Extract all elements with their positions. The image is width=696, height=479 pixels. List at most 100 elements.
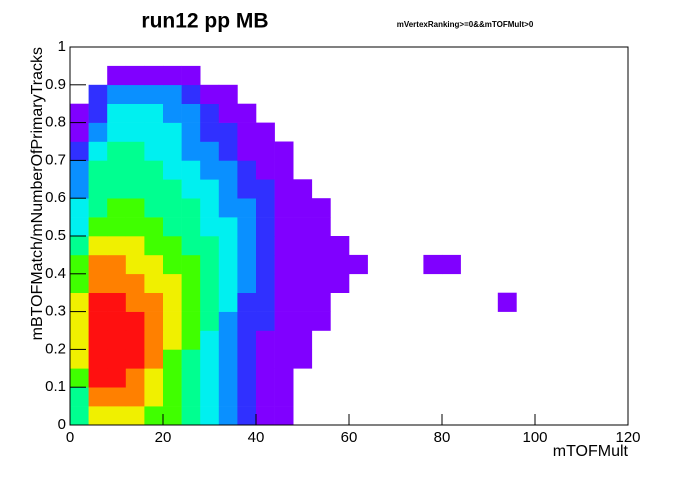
- heatmap-cell: [274, 179, 294, 199]
- heatmap-cell: [70, 330, 89, 350]
- y-tick-label: 0.2: [45, 340, 66, 357]
- heatmap-cell: [237, 349, 257, 369]
- heatmap-cell: [88, 236, 108, 256]
- heatmap-cell: [107, 198, 127, 218]
- heatmap-cell: [293, 349, 313, 369]
- heatmap-cell: [144, 349, 164, 369]
- heatmap-cell: [237, 368, 257, 388]
- heatmap-cell: [88, 349, 108, 369]
- y-tick-label: 0.1: [45, 378, 66, 395]
- heatmap-cell: [163, 311, 182, 331]
- heatmap-cell: [330, 273, 350, 293]
- heatmap-cell: [274, 141, 294, 161]
- heatmap-cell: [163, 198, 182, 218]
- heatmap-cell: [311, 254, 331, 275]
- heatmap-cell: [88, 103, 108, 123]
- heatmap-cell: [125, 311, 145, 331]
- heatmap-cell: [107, 141, 127, 161]
- heatmap-cell: [200, 103, 220, 123]
- heatmap-cell: [70, 141, 89, 161]
- heatmap-cell: [88, 406, 108, 426]
- heatmap-cell: [88, 273, 108, 293]
- heatmap-cell: [218, 103, 238, 123]
- heatmap-cell: [163, 273, 182, 293]
- heatmap-cell: [125, 122, 145, 142]
- heatmap-cell: [293, 179, 313, 199]
- heatmap-cell: [256, 179, 275, 199]
- heatmap-cell: [144, 122, 164, 142]
- heatmap-cell: [88, 141, 108, 161]
- heatmap-cell: [107, 217, 127, 237]
- y-tick-label: 1: [58, 38, 66, 55]
- heatmap-cell: [144, 198, 164, 218]
- heatmap-cell: [311, 198, 331, 218]
- heatmap-cell: [181, 198, 201, 218]
- heatmap-cell: [88, 179, 108, 199]
- heatmap-cell: [274, 349, 294, 369]
- heatmap-cell: [88, 84, 108, 104]
- heatmap-cell: [144, 254, 164, 275]
- heatmap-cell: [200, 330, 220, 350]
- heatmap-cell: [218, 179, 238, 199]
- heatmap-cell: [181, 84, 201, 104]
- heatmap-cell: [107, 330, 127, 350]
- heatmap-cell: [163, 160, 182, 180]
- heatmap-cell: [181, 330, 201, 350]
- heatmap-cell: [274, 311, 294, 331]
- chart-subtitle: mVertexRanking>=0&&mTOFMult>0: [397, 20, 534, 29]
- heatmap-cell: [144, 217, 164, 237]
- heatmap-cell: [256, 141, 275, 161]
- heatmap-cell: [256, 406, 275, 426]
- heatmap-cell: [330, 254, 350, 275]
- heatmap-cell: [107, 236, 127, 256]
- x-tick-label: 60: [341, 429, 358, 446]
- heatmap-cell: [125, 273, 145, 293]
- heatmap-cell: [125, 387, 145, 407]
- heatmap-cell: [256, 387, 275, 407]
- heatmap-cell: [200, 217, 220, 237]
- heatmap-cell: [181, 65, 201, 86]
- heatmap-cell: [423, 254, 443, 275]
- heatmap-cell: [218, 160, 238, 180]
- heatmap-cell: [256, 311, 275, 331]
- heatmap-cell: [144, 406, 164, 426]
- heatmap-cell: [293, 292, 313, 312]
- heatmap-cell: [144, 311, 164, 331]
- heatmap-cell: [218, 84, 238, 104]
- heatmap-cell: [70, 349, 89, 369]
- heatmap-cell: [237, 236, 257, 256]
- heatmap-cell: [144, 141, 164, 161]
- heatmap-cell: [163, 236, 182, 256]
- heatmap-cell: [70, 292, 89, 312]
- heatmap-cell: [181, 141, 201, 161]
- heatmap-cell: [125, 349, 145, 369]
- heatmap-cell: [107, 160, 127, 180]
- heatmap-cell: [125, 217, 145, 237]
- heatmap-cell: [237, 141, 257, 161]
- heatmap-cell: [70, 198, 89, 218]
- heatmap-cell: [107, 103, 127, 123]
- heatmap-cell: [88, 368, 108, 388]
- heatmap-cell: [274, 387, 294, 407]
- heatmap-cell: [88, 122, 108, 142]
- heatmap-cell: [274, 368, 294, 388]
- heatmap-cell: [293, 330, 313, 350]
- x-tick-label: 120: [615, 429, 640, 446]
- heatmap-cell: [274, 330, 294, 350]
- heatmap-cell: [88, 292, 108, 312]
- heatmap-cell: [256, 254, 275, 275]
- heatmap-cell: [200, 160, 220, 180]
- heatmap-cell: [144, 179, 164, 199]
- heatmap-cell: [442, 254, 461, 275]
- heatmap-cell: [274, 198, 294, 218]
- heatmap-cell: [237, 406, 257, 426]
- heatmap-cell: [181, 368, 201, 388]
- heatmap-cell: [200, 236, 220, 256]
- heatmap-cell: [144, 103, 164, 123]
- heatmap-cell: [256, 236, 275, 256]
- heatmap-cell: [237, 330, 257, 350]
- heatmap-cell: [181, 160, 201, 180]
- heatmap-cell: [237, 387, 257, 407]
- heatmap-cell: [163, 103, 182, 123]
- heatmap-cell: [107, 349, 127, 369]
